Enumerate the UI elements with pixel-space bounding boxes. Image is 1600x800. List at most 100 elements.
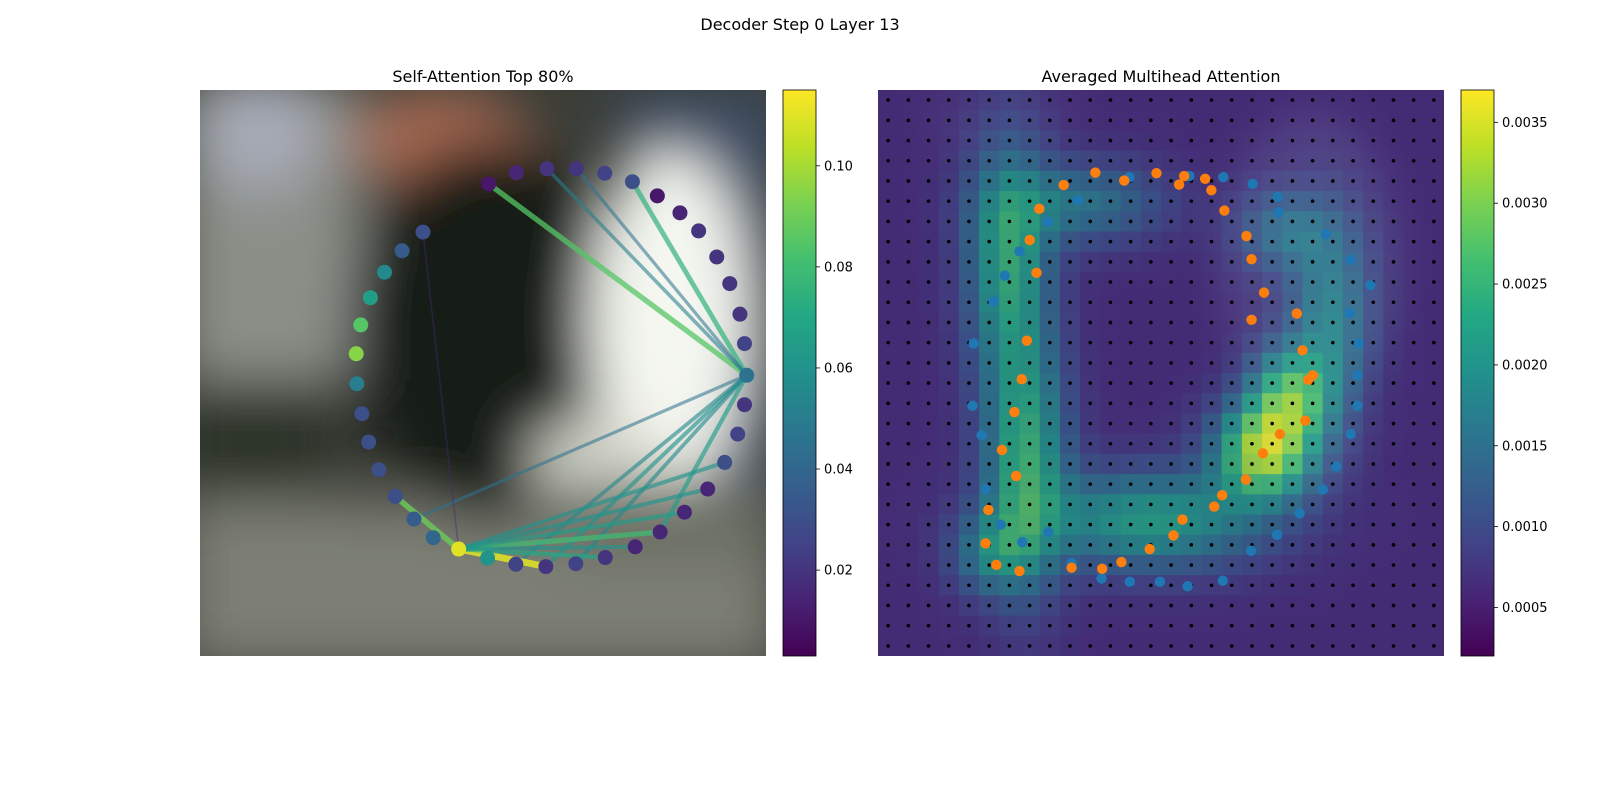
grid-dot	[1027, 280, 1032, 284]
attention-edge	[629, 179, 750, 378]
grid-dot	[1432, 603, 1436, 608]
grid-dot	[967, 118, 971, 123]
grid-dot	[1068, 98, 1072, 102]
grid-dot	[1108, 340, 1113, 345]
grid-dot	[1391, 179, 1396, 183]
grid-dot	[1270, 563, 1274, 567]
grid-dot	[1432, 401, 1436, 406]
grid-dot	[1128, 401, 1133, 406]
grid-dot	[1068, 543, 1072, 547]
grid-dot	[906, 138, 911, 143]
grid-dot	[1290, 421, 1295, 426]
grid-dot	[1048, 563, 1052, 567]
keypoint-marker	[976, 430, 987, 441]
grid-dot	[1007, 381, 1012, 385]
grid-dot	[1270, 158, 1274, 163]
grid-dot	[967, 421, 971, 426]
grid-dot	[886, 179, 890, 183]
grid-dot	[1391, 199, 1396, 203]
grid-dot	[1088, 522, 1093, 527]
grid-dot	[1169, 441, 1173, 446]
keypoint-marker	[1365, 280, 1376, 291]
grid-dot	[1027, 623, 1032, 628]
grid-dot	[1290, 543, 1295, 547]
grid-dot	[1048, 583, 1052, 588]
grid-dot	[1108, 603, 1113, 608]
grid-dot	[1027, 158, 1032, 163]
grid-dot	[1169, 563, 1173, 567]
grid-dot	[1351, 623, 1355, 628]
grid-dot	[1108, 401, 1113, 406]
grid-dot	[1169, 280, 1173, 284]
grid-dot	[1391, 522, 1396, 527]
grid-dot	[1411, 623, 1416, 628]
grid-dot	[1371, 381, 1376, 385]
grid-dot	[1270, 340, 1274, 345]
grid-dot	[1331, 320, 1335, 325]
grid-dot	[1128, 361, 1133, 365]
grid-dot	[1432, 502, 1436, 507]
keypoint-marker	[1043, 526, 1054, 538]
grid-dot	[1229, 158, 1234, 163]
grid-dot	[1088, 239, 1093, 244]
grid-dot	[1331, 138, 1335, 143]
keypoint-marker	[1066, 562, 1077, 573]
colorbar-tick-label: 0.08	[824, 260, 853, 275]
grid-dot	[906, 320, 911, 325]
grid-dot	[1371, 361, 1376, 365]
keypoint-marker	[1119, 175, 1130, 186]
attention-edge	[456, 544, 638, 552]
grid-dot	[1068, 239, 1072, 244]
grid-dot	[1149, 421, 1153, 426]
grid-dot	[1048, 522, 1052, 527]
grid-dot	[1331, 98, 1335, 102]
grid-dot	[1128, 158, 1133, 163]
grid-dot	[1108, 280, 1113, 284]
grid-dot	[1331, 421, 1335, 426]
grid-dot	[1432, 98, 1436, 102]
grid-dot	[1209, 199, 1214, 203]
self-attention-title: Self-Attention Top 80%	[392, 67, 573, 86]
grid-dot	[1250, 361, 1254, 365]
grid-dot	[1108, 462, 1113, 466]
attention-node	[406, 511, 422, 527]
grid-dot	[1331, 401, 1335, 406]
grid-dot	[1048, 623, 1052, 628]
grid-dot	[1331, 199, 1335, 203]
grid-dot	[886, 421, 890, 426]
grid-dot	[1331, 482, 1335, 486]
grid-dot	[1391, 138, 1396, 143]
grid-dot	[906, 482, 911, 486]
grid-dot	[1128, 441, 1133, 446]
keypoint-marker	[1345, 428, 1356, 440]
grid-dot	[886, 199, 890, 203]
grid-dot	[1351, 441, 1355, 446]
grid-dot	[1068, 462, 1072, 466]
grid-dot	[1068, 623, 1072, 628]
grid-dot	[1189, 401, 1194, 406]
grid-dot	[1432, 462, 1436, 466]
grid-dot	[1250, 401, 1254, 406]
grid-dot	[886, 118, 890, 123]
grid-dot	[886, 522, 890, 527]
grid-dot	[1411, 199, 1416, 203]
grid-dot	[1007, 158, 1012, 163]
grid-dot	[1371, 158, 1376, 163]
keypoint-marker	[1331, 461, 1342, 472]
keypoint-marker	[1034, 203, 1045, 215]
grid-dot	[946, 280, 951, 284]
grid-dot	[1229, 441, 1234, 446]
grid-dot	[1310, 502, 1315, 507]
grid-dot	[1250, 421, 1254, 426]
grid-dot	[1331, 563, 1335, 567]
grid-dot	[906, 644, 911, 648]
grid-dot	[1432, 583, 1436, 588]
grid-dot	[1310, 644, 1315, 648]
grid-dot	[906, 179, 911, 183]
grid-dot	[1149, 401, 1153, 406]
grid-dot	[1310, 138, 1315, 143]
grid-dot	[1391, 239, 1396, 244]
grid-dot	[1108, 239, 1113, 244]
grid-dot	[1027, 603, 1032, 608]
